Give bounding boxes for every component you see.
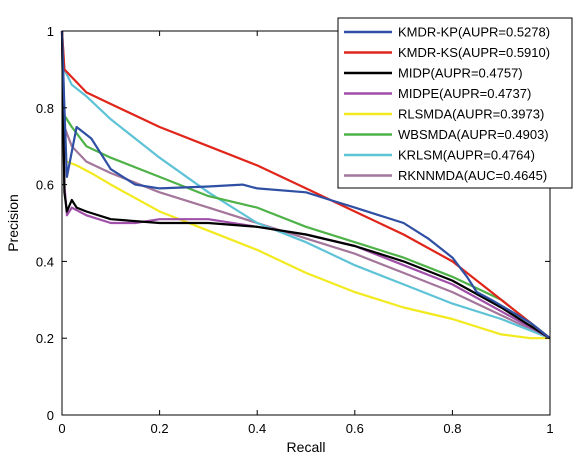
y-tick-label: 0.2 bbox=[36, 331, 54, 346]
x-tick-label: 0 bbox=[58, 421, 65, 436]
series-line-3 bbox=[60, 30, 551, 340]
legend: KMDR-KP(AUPR=0.5278) KMDR-KS(AUPR=0.5910)… bbox=[337, 17, 573, 189]
series-line-7 bbox=[60, 30, 551, 340]
x-tick-label: 0.8 bbox=[443, 421, 461, 436]
plot-frame bbox=[61, 30, 551, 416]
y-tick-label: 0.8 bbox=[36, 101, 54, 116]
x-tick-label: 1 bbox=[546, 421, 553, 436]
y-tick-label: 1 bbox=[47, 24, 54, 39]
legend-label-2: MIDP(AUPR=0.4757) bbox=[398, 66, 523, 81]
tick-layer: 0 0.2 0.4 0.6 0.8 1 0 0.2 0.4 0.6 0.8 1 bbox=[36, 24, 554, 436]
x-tick-label: 0.6 bbox=[346, 421, 364, 436]
legend-label-4: RLSMDA(AUPR=0.3973) bbox=[398, 107, 544, 122]
legend-label-5: WBSMDA(AUPR=0.4903) bbox=[398, 127, 549, 142]
y-tick-label: 0 bbox=[47, 408, 54, 423]
y-tick-label: 0.4 bbox=[36, 254, 54, 269]
legend-label-6: KRLSM(AUPR=0.4764) bbox=[398, 148, 535, 163]
series-line-1 bbox=[60, 30, 551, 340]
series-line-2 bbox=[60, 30, 551, 340]
x-tick-label: 0.4 bbox=[248, 421, 266, 436]
series-line-0 bbox=[60, 30, 551, 340]
legend-box bbox=[337, 17, 573, 189]
legend-label-1: KMDR-KS(AUPR=0.5910) bbox=[398, 45, 550, 60]
series-layer bbox=[60, 30, 551, 340]
series-line-5 bbox=[60, 30, 551, 340]
y-axis-label: Precision bbox=[5, 194, 21, 252]
legend-label-7: RKNNMDA(AUC=0.4645) bbox=[398, 168, 547, 183]
x-axis-label: Recall bbox=[287, 439, 326, 455]
y-tick-label: 0.6 bbox=[36, 178, 54, 193]
series-line-6 bbox=[60, 30, 551, 340]
series-line-4 bbox=[60, 30, 550, 340]
x-tick-label: 0.2 bbox=[151, 421, 169, 436]
legend-label-0: KMDR-KP(AUPR=0.5278) bbox=[398, 25, 550, 40]
legend-label-3: MIDPE(AUPR=0.4737) bbox=[398, 86, 531, 101]
